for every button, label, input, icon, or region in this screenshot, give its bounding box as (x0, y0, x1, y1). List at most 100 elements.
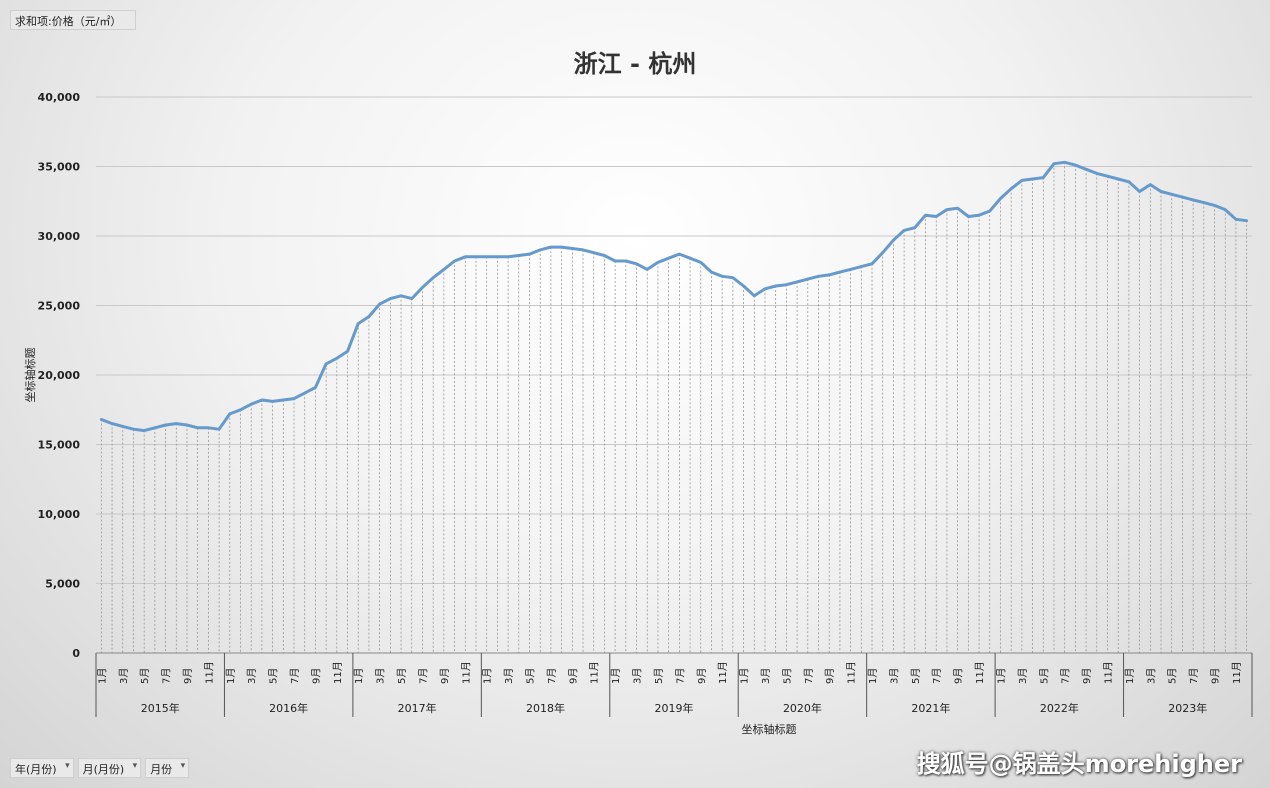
month-tick-label: 1月 (995, 668, 1007, 684)
month-tick-label: 3月 (632, 668, 644, 684)
month-tick-label: 11月 (332, 661, 344, 684)
data-point (1149, 183, 1152, 186)
month-tick-label: 3月 (888, 668, 900, 684)
data-point (367, 315, 371, 318)
data-point (1170, 193, 1173, 196)
data-point (1052, 162, 1056, 165)
month-tick-label: 5月 (396, 668, 408, 684)
data-point (228, 412, 231, 416)
data-point (603, 254, 606, 257)
data-point (967, 215, 970, 218)
data-point (100, 418, 103, 421)
month-tick-label: 11月 (203, 661, 215, 684)
data-point (785, 283, 788, 286)
data-point (956, 207, 959, 210)
y-tick-label: 35,000 (38, 161, 81, 174)
month-tick-label: 1月 (96, 668, 108, 684)
data-point (581, 248, 585, 252)
data-point (774, 284, 777, 288)
month-tick-label: 3月 (760, 668, 772, 684)
month-tick-label: 11月 (460, 661, 472, 684)
y-tick-label: 5,000 (45, 578, 80, 591)
data-point (399, 294, 403, 297)
watermark: 搜狐号@锅盖头morehigher (916, 750, 1242, 778)
month-tick-label: 7月 (289, 668, 301, 684)
data-point (175, 422, 178, 425)
year-label: 2021年 (911, 701, 950, 715)
data-point (153, 426, 157, 430)
y-tick-label: 25,000 (38, 300, 81, 313)
data-point (646, 268, 649, 271)
data-point (1020, 179, 1024, 182)
series-line (99, 160, 1249, 433)
year-label: 2019年 (655, 701, 694, 715)
month-tick-label: 9月 (824, 668, 836, 684)
year-label: 2017年 (398, 701, 437, 715)
month-tick-label: 11月 (974, 661, 986, 684)
data-point (1181, 195, 1184, 199)
field-year-button[interactable]: 年(月份) ▾ (10, 758, 74, 778)
month-tick-label: 11月 (1103, 661, 1115, 684)
data-point (1084, 168, 1088, 171)
data-point (753, 294, 756, 297)
field-monthonly-button[interactable]: 月份 ▾ (145, 758, 190, 778)
data-point (742, 284, 745, 288)
data-point (870, 262, 874, 265)
data-point (496, 255, 499, 259)
month-tick-label: 7月 (931, 668, 943, 684)
data-point (1009, 187, 1013, 190)
month-tick-label: 1月 (225, 668, 237, 684)
year-label: 2022年 (1040, 701, 1079, 715)
year-label: 2018年 (526, 701, 565, 715)
data-point (838, 270, 842, 274)
data-point (795, 280, 799, 284)
data-point (688, 257, 692, 260)
data-point (282, 398, 285, 402)
field-monthonly-label: 月份 (150, 763, 173, 776)
data-point (1095, 172, 1098, 175)
data-point (1191, 198, 1195, 202)
data-point (1224, 208, 1227, 211)
data-point (506, 255, 510, 259)
field-year-label: 年(月份) (15, 763, 57, 776)
data-point (710, 270, 713, 274)
data-point (357, 322, 360, 325)
month-tick-label: 9月 (1081, 668, 1093, 684)
month-tick-label: 5月 (653, 668, 665, 684)
month-tick-label: 1月 (610, 668, 622, 684)
data-point (346, 350, 349, 353)
data-point (1031, 177, 1034, 181)
data-point (999, 197, 1002, 200)
x-axis-title: 坐标轴标题 (742, 722, 797, 736)
month-tick-label: 5月 (1167, 668, 1179, 684)
month-tick-label: 9月 (310, 668, 322, 684)
dropdown-arrow-icon: ▾ (132, 761, 138, 771)
pivot-value-field-button[interactable]: 求和项:价格（元/㎡） (10, 10, 136, 30)
data-point (935, 215, 938, 218)
month-tick-label: 11月 (589, 661, 601, 684)
y-tick-label: 15,000 (38, 439, 81, 452)
data-point (292, 397, 296, 400)
data-point (613, 259, 617, 263)
data-point (945, 208, 949, 211)
month-tick-label: 3月 (118, 668, 130, 684)
month-tick-label: 9月 (1210, 668, 1222, 684)
data-point (624, 259, 628, 263)
data-point (592, 251, 595, 254)
data-point (849, 268, 852, 271)
month-tick-label: 11月 (846, 661, 858, 684)
data-point (314, 386, 317, 389)
month-tick-label: 3月 (375, 668, 387, 684)
month-tick-label: 5月 (139, 668, 151, 684)
field-month-button[interactable]: 月(月份) ▾ (77, 758, 142, 778)
month-tick-label: 1月 (482, 668, 494, 684)
data-point (892, 238, 895, 242)
month-tick-label: 5月 (1038, 668, 1050, 684)
data-point (196, 426, 199, 430)
pivot-axis-fields: 年(月份) ▾ 月(月份) ▾ 月份 ▾ (10, 758, 190, 778)
data-point (464, 255, 467, 259)
data-point (902, 229, 906, 232)
month-tick-label: 7月 (1188, 668, 1200, 684)
data-point (977, 213, 981, 217)
data-point (335, 357, 339, 360)
